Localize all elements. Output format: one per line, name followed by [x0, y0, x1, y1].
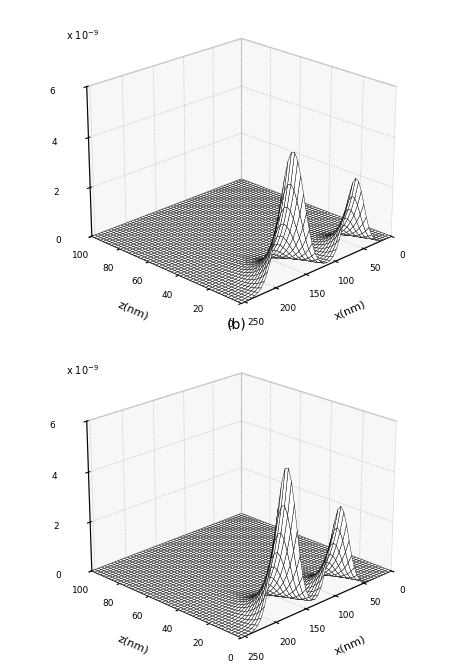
Title: (b): (b): [227, 318, 247, 332]
Text: x 10$^{-9}$: x 10$^{-9}$: [66, 363, 99, 377]
Y-axis label: z(nm): z(nm): [116, 634, 150, 656]
Text: x 10$^{-9}$: x 10$^{-9}$: [66, 28, 99, 42]
X-axis label: x(nm): x(nm): [333, 634, 367, 656]
X-axis label: x(nm): x(nm): [333, 299, 367, 322]
Y-axis label: z(nm): z(nm): [116, 299, 150, 321]
